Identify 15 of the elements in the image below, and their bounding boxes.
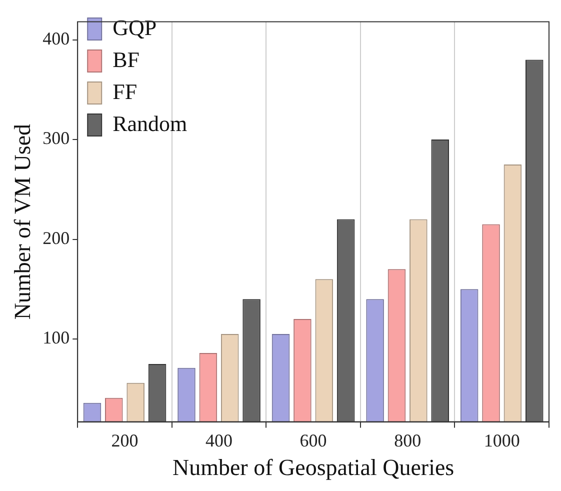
y-tick-label: 400 — [42, 28, 70, 48]
legend-label: FF — [112, 78, 138, 104]
x-tick-label: 800 — [394, 430, 422, 450]
x-tick-label: 600 — [300, 430, 327, 450]
x-tick-label: 200 — [111, 430, 138, 450]
x-tick-label: 400 — [206, 430, 233, 450]
legend-label: Random — [112, 110, 188, 136]
legend-label: GQP — [112, 14, 157, 40]
y-axis-title: Number of VM Used — [10, 123, 35, 320]
x-axis-title: Number of Geospatial Queries — [172, 455, 454, 480]
legend-label: BF — [112, 46, 140, 72]
y-tick-label: 100 — [42, 328, 70, 348]
y-tick-label: 300 — [42, 128, 70, 148]
y-tick-label: 200 — [42, 228, 70, 248]
x-tick-label: 1000 — [484, 430, 520, 450]
